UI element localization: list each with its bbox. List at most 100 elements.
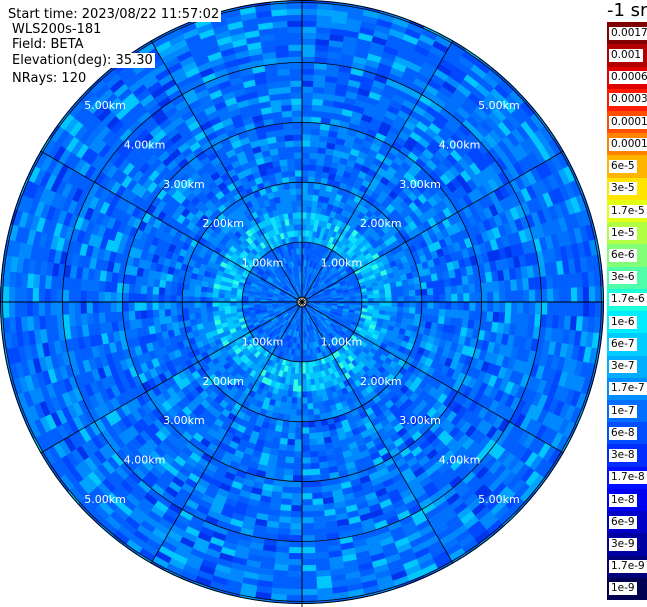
range-gate-cell	[146, 301, 153, 311]
range-gate-cell	[92, 290, 99, 303]
range-gate-cell	[211, 301, 219, 307]
range-gate-cell	[284, 462, 294, 470]
range-gate-cell	[199, 296, 207, 303]
range-gate-cell	[295, 409, 303, 417]
range-gate-cell	[188, 283, 196, 291]
range-gate-cell	[298, 361, 303, 369]
range-gate-cell	[301, 511, 314, 518]
range-gate-cell	[517, 290, 524, 303]
range-gate-cell	[241, 304, 249, 309]
range-gate-cell	[307, 182, 315, 190]
range-gate-cell	[301, 534, 315, 542]
range-gate-cell	[291, 493, 303, 500]
range-gate-cell	[523, 289, 530, 303]
range-gate-cell	[528, 313, 536, 327]
range-gate-cell	[444, 309, 452, 318]
range-gate-cell	[313, 68, 327, 76]
range-gate-cell	[283, 408, 291, 416]
range-gate-cell	[312, 498, 324, 506]
range-gate-cell	[164, 301, 171, 310]
range-gate-cell	[426, 287, 434, 296]
range-gate-cell	[128, 310, 136, 321]
range-gate-cell	[223, 301, 231, 307]
range-gate-cell	[56, 301, 64, 316]
range-gate-cell	[152, 301, 159, 311]
range-gate-cell	[181, 295, 189, 303]
range-gate-cell	[301, 582, 318, 590]
range-gate-cell	[301, 415, 309, 423]
range-gate-cell	[301, 570, 317, 578]
range-gate-cell	[310, 128, 321, 136]
range-gate-cell	[564, 287, 572, 303]
range-gate-cell	[528, 277, 536, 291]
range-gate-cell	[170, 301, 177, 310]
range-gate-cell	[301, 499, 313, 506]
range-gate-cell	[292, 475, 303, 482]
range-gate-cell	[291, 391, 298, 398]
range-gate-cell	[301, 397, 308, 405]
range-gate-cell	[313, 408, 321, 416]
range-gate-cell	[402, 284, 410, 292]
range-gate-cell	[493, 301, 500, 313]
range-gate-cell	[310, 134, 320, 142]
range-gate-cell	[294, 427, 303, 434]
range-gate-cell	[290, 511, 303, 518]
range-gate-cell	[193, 296, 201, 303]
range-gate-cell	[390, 286, 398, 293]
range-gate-cell	[594, 301, 602, 318]
range-gate-cell	[278, 443, 288, 452]
range-gate-cell	[301, 427, 310, 434]
range-gate-cell	[164, 308, 172, 317]
range-gate-cell	[188, 289, 196, 297]
range-gate-cell	[301, 44, 316, 52]
range-gate-cell	[588, 286, 596, 303]
range-gate-cell	[285, 450, 295, 458]
range-gate-cell	[286, 438, 296, 446]
range-gate-cell	[224, 309, 232, 315]
range-gate-cell	[292, 385, 298, 392]
range-gate-cell	[116, 301, 123, 312]
range-gate-cell	[314, 44, 330, 53]
range-gate-cell	[301, 379, 307, 387]
range-gate-cell	[26, 301, 34, 317]
range-gate-cell	[92, 279, 100, 292]
range-gate-cell	[457, 293, 464, 303]
range-gate-cell	[158, 308, 166, 318]
range-gate-cell	[313, 522, 327, 530]
range-gate-cell	[397, 291, 404, 298]
range-gate-cell	[558, 287, 566, 303]
range-gate-cell	[206, 291, 213, 298]
ppi-cells	[0, 0, 604, 604]
range-gate-cell	[110, 311, 118, 323]
range-gate-cell	[432, 308, 440, 317]
range-gate-cell	[316, 443, 326, 452]
range-gate-cell	[540, 301, 548, 316]
range-gate-cell	[564, 301, 572, 317]
range-gate-cell	[301, 433, 310, 440]
range-gate-cell	[152, 309, 160, 318]
range-gate-cell	[443, 316, 452, 326]
range-gate-cell	[286, 588, 303, 596]
range-gate-cell	[152, 278, 161, 288]
range-gate-cell	[301, 193, 308, 201]
range-gate-cell	[212, 292, 219, 298]
range-gate-cell	[403, 301, 411, 308]
range-gate-cell	[104, 311, 112, 323]
range-gate-cell	[522, 313, 530, 327]
range-gate-cell	[367, 301, 375, 307]
range-gate-cell	[289, 523, 303, 530]
range-gate-cell	[229, 301, 237, 307]
range-gate-cell	[211, 297, 219, 303]
range-gate-cell	[290, 517, 303, 524]
range-gate-cell	[414, 307, 422, 315]
range-gate-cell	[229, 305, 237, 310]
range-gate-cell	[164, 287, 172, 296]
range-gate-cell	[281, 486, 293, 494]
range-gate-cell	[2, 286, 10, 303]
range-gate-cell	[499, 291, 506, 303]
range-gate-cell	[74, 313, 82, 327]
range-gate-cell	[277, 528, 291, 536]
range-gate-cell	[505, 301, 512, 314]
range-gate-cell	[498, 280, 506, 292]
range-gate-cell	[193, 301, 201, 308]
